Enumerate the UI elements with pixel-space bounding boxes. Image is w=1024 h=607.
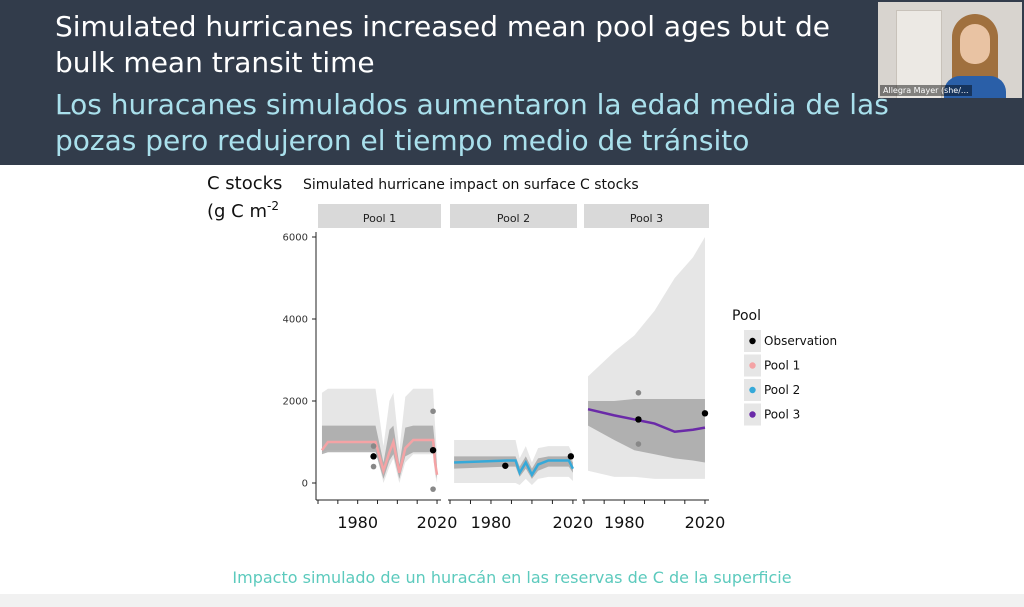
band-95-pool-1 xyxy=(321,388,438,483)
line-pool-2 xyxy=(454,459,575,478)
slide-caption-spanish: Impacto simulado de un huracán en las re… xyxy=(232,568,792,587)
line-pool-3 xyxy=(587,407,706,434)
webcam-speaker-face xyxy=(960,24,990,64)
legend-label-pool-2: Pool 2 xyxy=(764,383,800,397)
legend-key-pool-2 xyxy=(749,386,756,394)
legend-label-pool-3: Pool 3 xyxy=(764,408,800,422)
obs-point-pool-1-0 xyxy=(370,453,377,460)
chart-title: Simulated hurricane impact on surface C … xyxy=(303,177,639,193)
x-tick-label-pool-3-1980: 1980 xyxy=(604,513,645,532)
webcam-speaker-shirt xyxy=(944,76,1006,98)
panel-pool-3: Pool 3 1980 2020 xyxy=(582,204,725,532)
slide-title-english-line2: bulk mean transit time xyxy=(55,46,375,79)
panel-pool-2: Pool 2 1980 2020 xyxy=(448,204,593,532)
obs-point-pool-1-1 xyxy=(370,443,377,449)
x-tick-label-pool-2-2020: 2020 xyxy=(553,513,594,532)
legend-key-pool-3 xyxy=(749,411,756,418)
screen-bottom-strip xyxy=(0,594,1024,607)
webcam-video-tile[interactable]: Allegra Mayer (she/... xyxy=(878,2,1022,98)
legend-label-pool-1: Pool 1 xyxy=(764,359,800,373)
legend-key-observation xyxy=(749,337,756,345)
y-axis-label: C stocks xyxy=(207,173,282,194)
strip-pool-3 xyxy=(584,204,709,228)
legend-title: Pool xyxy=(732,308,761,324)
x-tick-label-pool-1-1980: 1980 xyxy=(337,513,378,532)
y-axis-unit-base: (g C m xyxy=(207,201,267,222)
obs-point-pool-1-5 xyxy=(430,486,436,492)
obs-point-pool-2-1 xyxy=(567,453,575,460)
slide-title-english: Simulated hurricanes increased mean pool… xyxy=(55,10,830,43)
panel-pool-1: Pool 1 1980 2020 xyxy=(316,204,457,532)
y-tick-label-4000: 4000 xyxy=(283,315,308,326)
y-axis-unit: (g C m-2 xyxy=(207,199,279,222)
slide-title-banner: Simulated hurricanes increased mean pool… xyxy=(0,0,1024,165)
webcam-background-door xyxy=(896,10,942,98)
y-axis-unit-superscript: -2 xyxy=(267,199,279,213)
x-tick-label-pool-2-1980: 1980 xyxy=(471,513,512,532)
obs-point-pool-1-2 xyxy=(370,463,377,470)
obs-point-pool-3-0 xyxy=(635,416,642,423)
strip-label-pool-3: Pool 3 xyxy=(630,212,663,225)
webcam-participant-name: Allegra Mayer (she/... xyxy=(880,85,972,96)
strip-label-pool-2: Pool 2 xyxy=(497,212,530,225)
slide-title-spanish: Los huracanes simulados aumentaron la ed… xyxy=(55,88,889,121)
slide-title-spanish-line2: pozas pero redujeron el tiempo medio de … xyxy=(55,124,750,157)
line-pool-1 xyxy=(320,437,439,476)
y-tick-label-6000: 6000 xyxy=(283,233,308,244)
chart-background xyxy=(203,165,823,565)
facet-panels: Pool 1 1980 2020 Pool 2 1980 2020 Pool 3 1980 20… xyxy=(316,204,725,532)
obs-point-pool-3-3 xyxy=(701,410,709,417)
obs-point-pool-2-0 xyxy=(502,462,509,469)
hurricane-c-stocks-chart: C stocks (g C m-2 Simulated hurricane im… xyxy=(203,165,837,565)
y-tick-label-2000: 2000 xyxy=(283,397,308,408)
y-axis: 0 2000 4000 6000 xyxy=(283,232,317,500)
obs-point-pool-1-3 xyxy=(429,447,437,454)
x-tick-label-pool-1-2020: 2020 xyxy=(417,513,458,532)
y-tick-label-0: 0 xyxy=(302,479,308,490)
obs-point-pool-1-4 xyxy=(430,408,436,415)
obs-point-pool-3-2 xyxy=(635,441,642,447)
strip-pool-1 xyxy=(318,204,441,228)
obs-point-pool-3-1 xyxy=(635,390,642,396)
x-tick-label-pool-3-2020: 2020 xyxy=(685,513,726,532)
strip-pool-2 xyxy=(450,204,577,228)
legend-label-observation: Observation xyxy=(764,334,837,348)
strip-label-pool-1: Pool 1 xyxy=(363,212,396,225)
legend-key-pool-1 xyxy=(749,362,756,369)
